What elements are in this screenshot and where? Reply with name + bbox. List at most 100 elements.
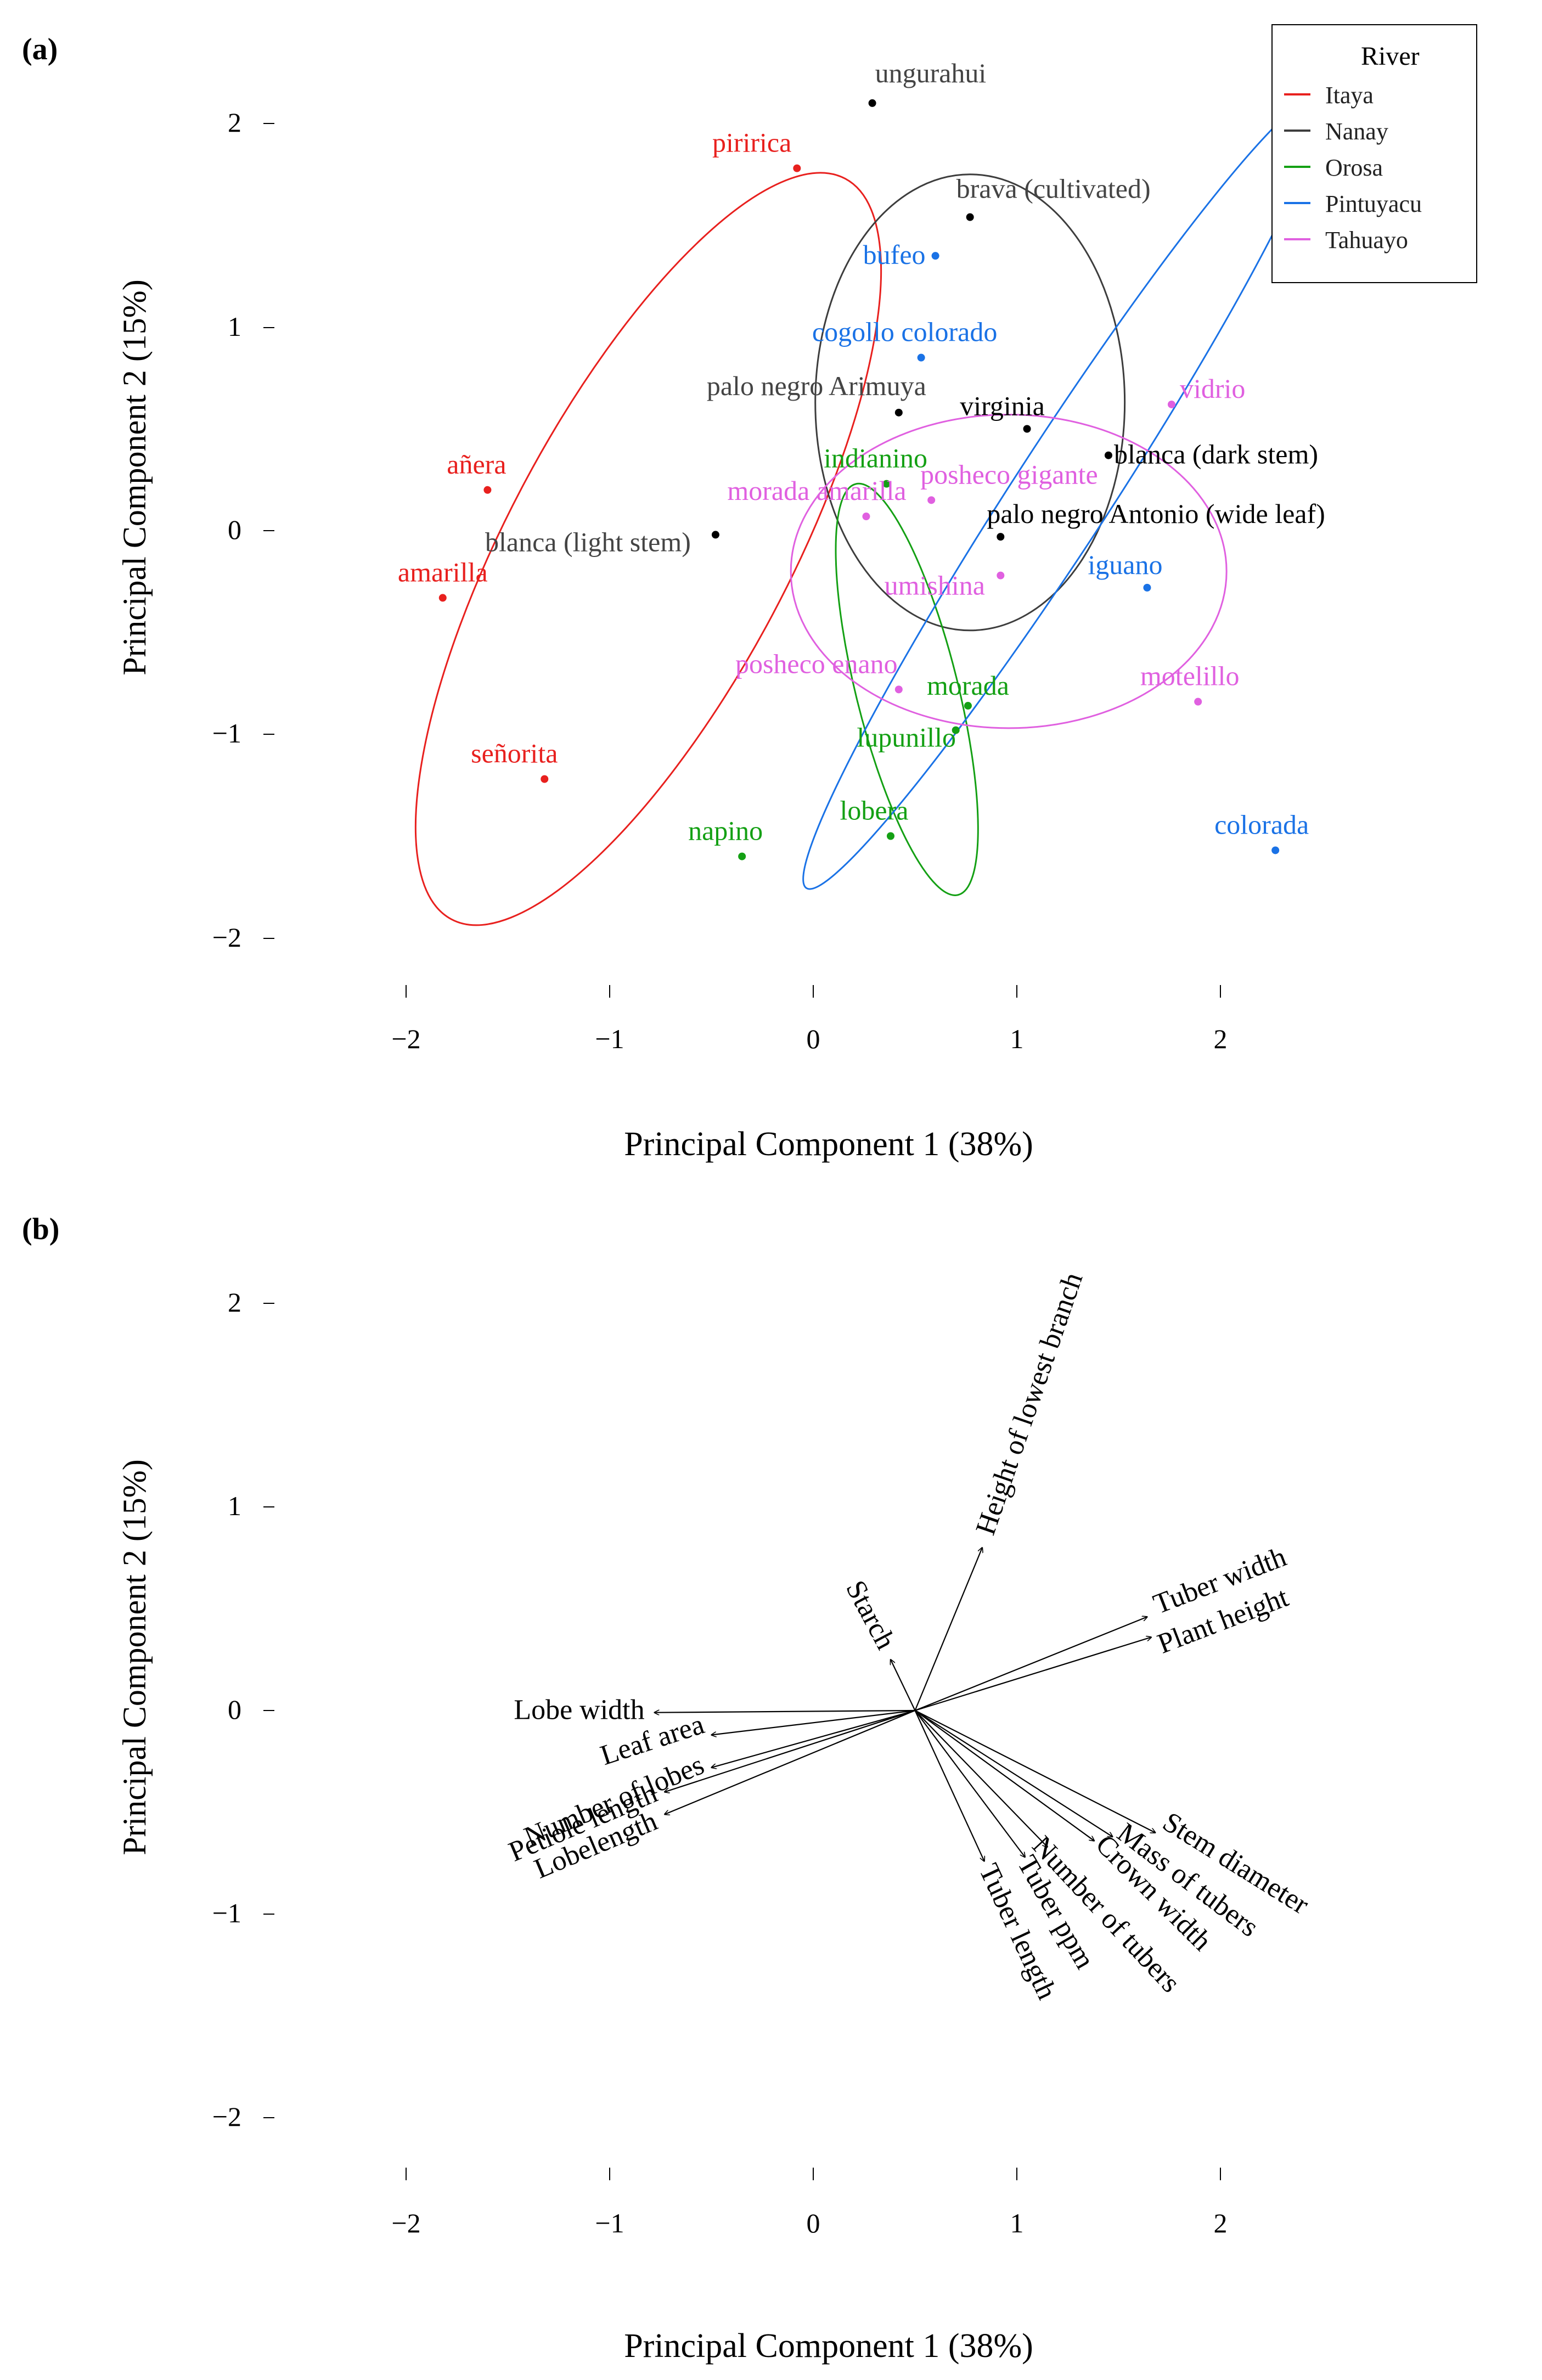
panel-a-y-axis: 2 1 0 −1 −2 Principal Component 2 (15%) (116, 107, 274, 953)
point-label: lobera (840, 795, 909, 826)
point-label: indianino (824, 443, 927, 474)
panel-b-x-axis: −2 −1 0 1 2 Principal Component 1 (38%) (391, 2168, 1228, 2365)
y-tick-label: 1 (228, 311, 241, 342)
y-tick-label: −1 (212, 1898, 241, 1928)
x-tick-label: 1 (1010, 2208, 1024, 2238)
x-tick-label: 1 (1010, 1023, 1024, 1054)
point-label: palo negro Antonio (wide leaf) (987, 498, 1325, 529)
x-tick-label: −2 (391, 1023, 420, 1054)
loading-vector (914, 1710, 1048, 1847)
y-tick-label: 0 (228, 1694, 241, 1725)
point-label: posheco enano (735, 648, 898, 679)
y-axis-title: Principal Component 2 (15%) (116, 1459, 153, 1855)
data-point (868, 99, 876, 107)
panel-b-y-axis: 2 1 0 −1 −2 Principal Component 2 (15%) (116, 1287, 274, 2132)
point-label: motelillo (1140, 661, 1240, 691)
data-point (894, 685, 903, 694)
confidence-ellipse-nanay (814, 173, 1126, 632)
legend-label: Nanay (1325, 118, 1388, 145)
point-label: morada (927, 670, 1009, 701)
point-label: palo negro Arimuya (707, 370, 926, 401)
data-point (966, 213, 974, 221)
legend-label: Orosa (1325, 154, 1383, 181)
panel-b-label: (b) (22, 1212, 59, 1246)
x-axis-title: Principal Component 1 (38%) (624, 2327, 1033, 2365)
y-tick-label: 2 (228, 107, 241, 138)
data-point (997, 571, 1005, 579)
confidence-ellipse-tahuayo (790, 414, 1228, 729)
legend-label: Tahuayo (1325, 227, 1408, 254)
vector-label: Lobe width (514, 1695, 644, 1726)
data-point (1167, 400, 1175, 408)
data-point (931, 252, 939, 260)
legend-label: Itaya (1325, 82, 1374, 109)
loading-vector (712, 1709, 915, 1768)
legend-label: Pintuyacu (1325, 190, 1422, 217)
data-point (917, 353, 925, 362)
data-point (862, 513, 870, 521)
loading-vector (665, 1709, 915, 1792)
data-point (894, 408, 903, 417)
x-tick-label: −2 (391, 2208, 420, 2238)
y-tick-label: −2 (212, 2101, 241, 2132)
vector-label: Starch (840, 1576, 902, 1655)
point-label: colorada (1214, 809, 1309, 840)
loading-vector (915, 1710, 1156, 1833)
point-label: iguano (1088, 549, 1162, 580)
confidence-ellipse-orosa (835, 482, 979, 896)
loading-vector (665, 1709, 915, 1814)
loading-vector (914, 1548, 982, 1711)
data-point (1271, 846, 1280, 854)
point-label: piririca (712, 127, 791, 158)
x-tick-label: 0 (807, 1023, 820, 1054)
point-label: amarilla (398, 556, 488, 587)
x-tick-label: −1 (595, 2208, 624, 2238)
confidence-ellipse-itaya (414, 172, 882, 926)
panel-a-points: piririca añera amarilla señorita ungurahui br… (398, 58, 1325, 860)
data-point (1194, 697, 1202, 706)
point-label: vidrio (1180, 373, 1245, 404)
point-label: posheco gigante (920, 459, 1098, 489)
point-label: morada amarilla (727, 475, 906, 506)
x-tick-label: 2 (1214, 2208, 1228, 2238)
point-label: cogollo colorado (812, 317, 997, 347)
loading-vector (914, 1710, 1094, 1841)
data-point (882, 480, 891, 488)
point-label: blanca (light stem) (485, 526, 691, 557)
x-tick-label: 2 (1214, 1023, 1228, 1054)
panel-a-label: (a) (22, 32, 58, 66)
data-point (711, 531, 719, 539)
data-point (964, 702, 972, 710)
data-point (997, 533, 1005, 541)
legend: River Itaya Nanay Orosa Pintuyacu Tahuayo (1271, 24, 1477, 283)
data-point (1104, 451, 1112, 459)
y-tick-label: −2 (212, 922, 241, 953)
loading-vector (914, 1710, 984, 1861)
point-label: virginia (960, 391, 1045, 421)
panel-a-x-axis: −2 −1 0 1 2 Principal Component 1 (38%) (391, 985, 1228, 1163)
point-label: lupunillo (857, 722, 956, 753)
loading-vector (914, 1710, 1113, 1837)
data-point (1143, 583, 1151, 592)
loading-vector (712, 1709, 915, 1735)
data-point (952, 726, 960, 734)
y-tick-label: 0 (228, 514, 241, 545)
point-label: napino (688, 815, 763, 846)
loading-vector (915, 1637, 1151, 1712)
data-point (738, 852, 746, 860)
y-tick-label: −1 (212, 718, 241, 749)
legend-title: River (1361, 42, 1420, 71)
loading-vector (655, 1711, 915, 1713)
y-tick-label: 1 (228, 1490, 241, 1521)
point-label: bufeo (863, 239, 926, 270)
data-point (483, 486, 492, 494)
y-axis-title: Principal Component 2 (15%) (116, 279, 153, 676)
data-point (1023, 425, 1031, 433)
point-label: señorita (471, 738, 558, 769)
loading-vector (915, 1617, 1147, 1712)
vector-label: Height of lowest branch (970, 1269, 1089, 1539)
y-tick-label: 2 (228, 1287, 241, 1318)
data-point (886, 832, 894, 840)
